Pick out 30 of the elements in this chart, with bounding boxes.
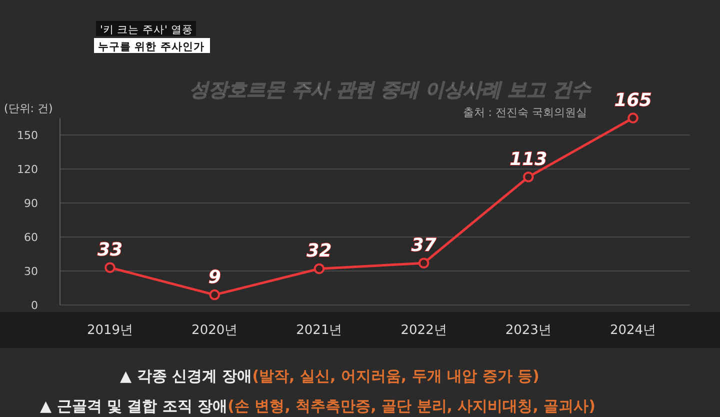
point <box>523 172 534 182</box>
data-label: 9 <box>208 266 221 288</box>
y-tick-label: 90 <box>24 197 38 210</box>
text: ▲ 근골격 및 결합 조직 장애(손 변형, 척추측만증, 골단 분리, 사지비대칭, 골괴사) <box>40 397 596 415</box>
y-axis-title: (단위: 건) <box>4 102 53 115</box>
data-label: 165 <box>614 90 652 111</box>
x-tick-label: 2021년 <box>296 323 342 338</box>
data-label: 32 <box>306 240 332 262</box>
x-tick-label: 2020년 <box>192 323 238 338</box>
text: ▲ 각종 신경계 장애(발작, 실신, 어지러움, 두개 내압 증가 등) <box>120 367 540 385</box>
point <box>418 258 430 268</box>
data-label: 37 <box>411 235 437 256</box>
y-tick-label: 30 <box>24 265 38 278</box>
x-tick-label: 2022년 <box>400 323 447 338</box>
point <box>628 112 638 124</box>
point <box>209 289 220 300</box>
y-tick-label: 150 <box>17 129 38 142</box>
data-label: 33 <box>97 240 123 261</box>
data-label: 113 <box>510 148 548 170</box>
y-tick-label: 0 <box>31 299 38 312</box>
x-tick-label: 2023년 <box>505 323 552 338</box>
x-tick-label: 2024년 <box>610 323 656 338</box>
annotation: 출처 : 전진숙 국회의원실 <box>462 106 587 119</box>
text: 누구를 위한 주사인가 <box>98 41 204 53</box>
y-tick-label: 120 <box>17 163 38 176</box>
x-tick-label: 2019년 <box>86 323 134 338</box>
point <box>104 262 116 273</box>
text: '키 크는 주사' 열풍 <box>100 24 193 36</box>
point <box>314 263 325 274</box>
y-tick-label: 60 <box>24 231 38 244</box>
